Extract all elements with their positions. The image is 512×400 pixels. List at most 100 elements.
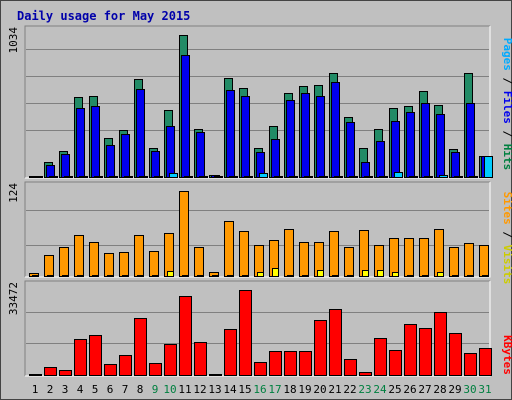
bar-sites-day-25 [389,238,399,277]
bar-visits-day-7 [122,275,129,277]
bar-pages-day-15 [244,176,253,178]
day-label-13: 13 [208,383,221,396]
bar-kbytes-day-17 [269,351,282,376]
bar-kbytes-day-23 [359,372,372,376]
bar-files-day-10 [166,126,175,178]
bar-files-day-20 [316,96,325,178]
bar-files-day-6 [106,145,115,178]
legend-entry-hits-files-pages-4: Hits [501,144,512,171]
bar-sites-day-29 [449,247,459,277]
bar-visits-day-26 [407,275,414,277]
bar-sites-day-22 [344,247,354,277]
day-label-12: 12 [193,383,206,396]
bar-kbytes-day-18 [284,351,297,376]
bar-files-day-26 [406,112,415,178]
bar-kbytes-day-28 [434,312,447,376]
bar-kbytes-day-27 [419,328,432,376]
bar-visits-day-19 [302,275,309,277]
bar-sites-day-4 [74,235,84,277]
bar-kbytes-day-15 [239,290,252,376]
day-label-8: 8 [137,383,144,396]
bar-pages-day-16 [259,173,268,178]
legend-entry-hits-files-pages-3: / [501,124,512,144]
bar-pages-day-1 [34,176,43,178]
bar-visits-day-21 [332,275,339,277]
bar-kbytes-day-29 [449,333,462,376]
day-label-2: 2 [47,383,54,396]
bar-visits-day-3 [62,275,69,277]
bar-pages-day-14 [229,176,238,178]
bar-kbytes-day-6 [104,364,117,376]
day-label-18: 18 [283,383,296,396]
legend-kbytes: KBytes [501,335,512,375]
bar-visits-day-11 [182,275,189,277]
legend-entry-sites-visits-2: Visits [501,245,512,285]
bar-files-day-28 [436,114,445,178]
bar-pages-day-2 [49,176,58,178]
day-label-14: 14 [223,383,237,396]
bar-files-day-4 [76,108,85,178]
bar-pages-day-28 [439,175,448,178]
bar-kbytes-day-7 [119,355,132,376]
bar-sites-day-21 [329,231,339,277]
day-label-17: 17 [268,383,281,396]
bar-files-day-12 [196,132,205,178]
bar-kbytes-day-5 [89,335,102,376]
bar-visits-day-12 [197,275,204,277]
bar-pages-day-31 [484,156,493,178]
bar-sites-day-14 [224,221,234,277]
bar-kbytes-day-12 [194,342,207,376]
bar-files-day-17 [271,139,280,178]
bar-visits-day-28 [437,272,444,277]
day-label-22: 22 [343,383,356,396]
bar-files-day-7 [121,134,130,178]
day-label-5: 5 [92,383,99,396]
bar-pages-day-23 [364,176,373,178]
bar-pages-day-6 [109,176,118,178]
bar-kbytes-day-14 [224,329,237,376]
legend-entry-sites-visits-1: / [501,225,512,245]
bar-kbytes-day-9 [149,363,162,376]
bar-sites-day-6 [104,253,114,277]
bar-pages-day-10 [169,173,178,178]
bar-pages-day-9 [154,176,163,178]
bar-files-day-22 [346,122,355,178]
bar-visits-day-31 [482,275,489,277]
bar-visits-day-17 [272,268,279,277]
bar-pages-day-26 [409,176,418,178]
panel-kbytes-edge-dark [24,280,490,376]
day-label-27: 27 [418,383,431,396]
day-label-25: 25 [388,383,401,396]
day-label-28: 28 [433,383,446,396]
bar-sites-day-10 [164,233,174,277]
bar-visits-day-27 [422,275,429,277]
bar-sites-day-12 [194,247,204,277]
bar-visits-day-29 [452,275,459,277]
bar-sites-day-3 [59,247,69,277]
bar-files-day-18 [286,100,295,178]
bar-pages-day-21 [334,176,343,178]
bar-visits-day-10 [167,271,174,277]
bar-sites-day-9 [149,251,159,277]
bar-files-day-25 [391,121,400,178]
day-label-7: 7 [122,383,129,396]
bar-sites-day-30 [464,243,474,277]
bar-visits-day-1 [32,275,39,277]
bar-files-day-21 [331,82,340,178]
day-label-15: 15 [238,383,251,396]
bar-sites-day-11 [179,191,189,277]
bar-visits-day-18 [287,275,294,277]
bar-visits-day-15 [242,275,249,277]
day-label-24: 24 [373,383,387,396]
legend-entry-kbytes-0: KBytes [501,335,512,375]
bar-kbytes-day-26 [404,324,417,376]
bar-visits-day-30 [467,275,474,277]
bar-pages-day-4 [79,176,88,178]
bar-pages-day-19 [304,176,313,178]
day-label-23: 23 [358,383,371,396]
bar-sites-day-7 [119,252,129,277]
day-label-3: 3 [62,383,69,396]
bar-files-day-19 [301,93,310,178]
x-axis-day-labels: 1 2 3 4 5 6 7 8 9 10 11 12 13 14 15 16 17 18 19 20 21 22 23 24 2… [32,383,492,396]
